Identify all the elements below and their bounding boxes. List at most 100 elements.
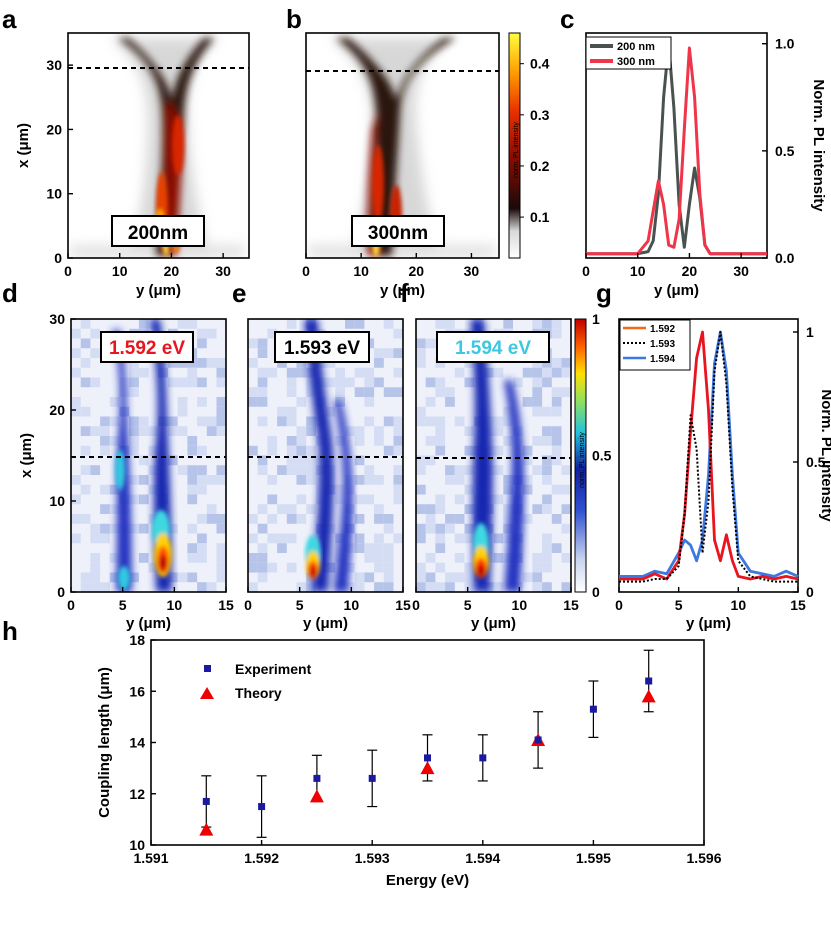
heatmap-cell xyxy=(454,533,465,544)
panel-b-heatmap: 300nm 0 10 20 30 y (μm) norm. PL intensity 0… xyxy=(302,32,550,299)
heatmap-cell xyxy=(71,514,81,524)
heatmap-cell xyxy=(109,484,120,495)
heatmap-cell xyxy=(493,465,504,475)
heatmap-cell xyxy=(267,475,278,485)
heatmap-cell xyxy=(138,319,149,329)
heatmap-cell xyxy=(197,377,207,388)
heatmap-cell xyxy=(90,377,101,388)
y-axis-label: x (μm) xyxy=(15,123,32,168)
heatmap-cell xyxy=(354,319,365,329)
heatmap-cell xyxy=(522,397,533,407)
panel-label-e: e xyxy=(232,278,246,308)
colorbar-tick-label-1: 0.2 xyxy=(530,158,550,174)
y-tick-label-1: 0.5 xyxy=(806,454,826,470)
heatmap-cell xyxy=(257,416,268,427)
heatmap-cell xyxy=(187,445,198,456)
panel-c-line-1 xyxy=(586,46,767,256)
heatmap-cell xyxy=(374,358,384,368)
heatmap-cell xyxy=(425,523,436,534)
heatmap-cell xyxy=(416,455,426,466)
heatmap-cell xyxy=(493,416,504,427)
heatmap-cell xyxy=(354,572,365,583)
heatmap-cell xyxy=(286,533,297,544)
heatmap-cell xyxy=(206,582,217,592)
heatmap-cell xyxy=(383,582,394,592)
heatmap-cell xyxy=(542,553,552,563)
heatmap-cell xyxy=(416,484,426,495)
heatmap-cell xyxy=(354,533,365,544)
panel-f-label-box xyxy=(436,331,550,363)
panel-f-colorbar-ticks: 00.51 xyxy=(592,311,612,600)
panel-g-legend-1593: 1.593 xyxy=(650,339,675,350)
heatmap-cell xyxy=(493,426,504,436)
panel-g-series xyxy=(619,330,799,583)
heatmap-cell xyxy=(296,436,307,446)
y-tick-label-0: 0.0 xyxy=(775,250,795,266)
y-tick-label-1: 0.5 xyxy=(775,143,795,159)
heatmap-cell xyxy=(296,367,307,378)
heatmap-cell xyxy=(306,582,316,592)
heatmap-cell xyxy=(532,367,543,378)
heatmap-cell xyxy=(248,338,258,349)
heatmap-cell xyxy=(374,543,384,553)
heatmap-cell xyxy=(354,436,365,446)
heatmap-cell xyxy=(257,377,268,388)
heatmap-cell xyxy=(532,562,543,573)
heatmap-cell xyxy=(296,445,307,456)
heatmap-cell xyxy=(435,377,446,388)
heatmap-cell xyxy=(374,582,384,592)
x-tick-label-2: 20 xyxy=(164,263,180,279)
heatmap-cell xyxy=(197,543,207,553)
heatmap-cell xyxy=(551,397,562,407)
heatmap-cell xyxy=(364,553,375,563)
heatmap-cell xyxy=(416,582,426,592)
heatmap-cell xyxy=(71,397,81,407)
heatmap-cell xyxy=(493,582,504,592)
heatmap-cell xyxy=(296,475,307,485)
heatmap-cell xyxy=(248,562,258,573)
heatmap-cell xyxy=(542,465,552,475)
heatmap-cell xyxy=(90,553,101,563)
heatmap-cell xyxy=(464,562,475,573)
heatmap-cell xyxy=(138,426,149,436)
heatmap-cell xyxy=(267,562,278,573)
heatmap-cell xyxy=(464,377,475,388)
heatmap-cell xyxy=(354,455,365,466)
heatmap-cell xyxy=(393,484,403,495)
x-axis-label: y (μm) xyxy=(380,282,425,299)
heatmap-cell xyxy=(551,406,562,417)
heatmap-cell xyxy=(383,514,394,524)
heatmap-cell xyxy=(90,523,101,534)
x-tick-label-0: 1.591 xyxy=(133,850,168,866)
experiment-point xyxy=(202,797,210,805)
y-tick-label-1: 12 xyxy=(129,786,145,802)
x-tick-label-3: 1.594 xyxy=(465,850,500,866)
heatmap-cell xyxy=(267,328,278,339)
x-tick-label-2: 10 xyxy=(512,597,528,613)
heatmap-cell xyxy=(138,367,149,378)
x-tick-label-0: 0 xyxy=(64,263,72,279)
x-axis-label: y (μm) xyxy=(686,615,731,632)
heatmap-cell xyxy=(551,445,562,456)
heatmap-cell xyxy=(364,572,375,583)
heatmap-cell xyxy=(129,494,139,505)
heatmap-cell xyxy=(90,533,101,544)
y-tick-label-1: 10 xyxy=(46,186,62,202)
heatmap-cell xyxy=(306,455,316,466)
y-axis-label: Norm. PL intensity xyxy=(810,79,827,212)
heatmap-cell xyxy=(393,328,403,339)
heatmap-cell xyxy=(206,475,217,485)
heatmap-cell xyxy=(435,416,446,427)
heatmap-cell xyxy=(197,358,207,368)
heatmap-cell xyxy=(197,484,207,495)
heatmap-cell xyxy=(542,494,552,505)
x-tick-label-3: 30 xyxy=(215,263,231,279)
heatmap-cell xyxy=(129,436,139,446)
y-tick-label-0: 0 xyxy=(57,584,65,600)
panel-b-label: 300nm xyxy=(368,223,428,244)
heatmap-cell xyxy=(561,582,571,592)
heatmap-cell xyxy=(129,377,139,388)
heatmap-cell xyxy=(364,367,375,378)
heatmap-cell xyxy=(542,533,552,544)
